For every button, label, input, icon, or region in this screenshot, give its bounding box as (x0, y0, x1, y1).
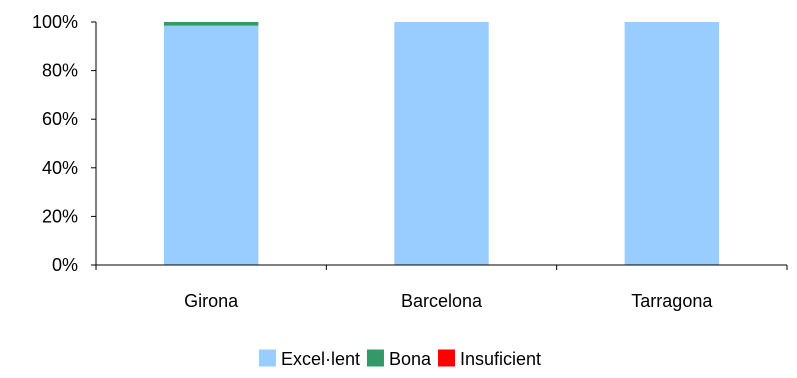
bar-segment-0-0 (163, 25, 259, 265)
category-label: Barcelona (401, 291, 483, 311)
legend-swatch-1 (366, 349, 384, 367)
category-label: Girona (184, 291, 239, 311)
plot-area (163, 22, 720, 265)
y-tick-label: 100% (32, 12, 78, 32)
y-tick-label: 80% (42, 61, 78, 81)
legend-label-0: Excel·lent (281, 349, 360, 369)
x-axis: Girona Barcelona Tarragona (95, 264, 788, 311)
y-tick-label: 40% (42, 158, 78, 178)
bar-segment-0-1 (394, 22, 489, 265)
legend-label-1: Bona (389, 349, 432, 369)
y-tick-label: 0% (52, 255, 78, 275)
legend-swatch-2 (438, 349, 456, 367)
legend: Excel·lent Bona Insuficient (258, 349, 541, 369)
bar-segment-1-0 (163, 22, 259, 26)
category-label: Tarragona (631, 291, 713, 311)
bar-segment-0-2 (624, 22, 720, 265)
legend-swatch-0 (258, 349, 276, 367)
y-tick-label: 20% (42, 206, 78, 226)
legend-label-2: Insuficient (460, 349, 541, 369)
y-tick-label: 60% (42, 109, 78, 129)
y-axis: 0% 20% 40% 60% 80% 100% (32, 12, 97, 275)
